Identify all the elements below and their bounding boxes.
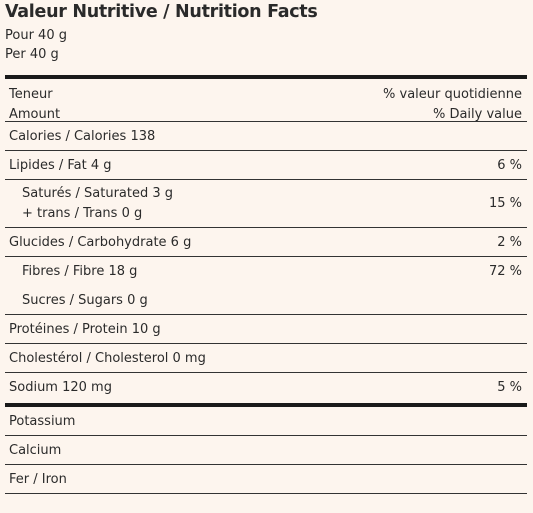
nutrient-row-saturated-trans: Saturés / Saturated 3 g + trans / Trans … <box>5 180 527 228</box>
mineral-label: Fer / Iron <box>9 471 67 487</box>
daily-value-header: % valeur quotidienne % Daily value <box>383 85 522 122</box>
nutrient-label-saturated: Saturés / Saturated 3 g <box>22 185 174 201</box>
thick-divider-top <box>5 75 527 79</box>
nutrient-label: Glucides / Carbohydrate 6 g <box>9 234 192 250</box>
thick-divider-middle <box>5 403 527 407</box>
nutrient-label: Fibres / Fibre 18 g <box>22 264 138 279</box>
amount-header: Teneur Amount <box>9 85 60 122</box>
serving-size-fr: Pour 40 g <box>5 28 67 43</box>
mineral-row-potassium: Potassium <box>5 407 527 436</box>
nutrient-row-fat: Lipides / Fat 4 g 6 % <box>5 151 527 180</box>
nutrient-row-protein: Protéines / Protein 10 g <box>5 315 527 344</box>
nutrient-row-sugars: Sucres / Sugars 0 g <box>5 286 527 315</box>
amount-header-fr: Teneur <box>9 87 53 102</box>
nutrient-label: Sucres / Sugars 0 g <box>22 292 148 308</box>
nutrient-dv: 5 % <box>497 380 522 395</box>
nutrient-label: Lipides / Fat 4 g <box>9 157 112 173</box>
nutrient-label: Sodium 120 mg <box>9 380 112 395</box>
nutrition-facts-panel: Valeur Nutritive / Nutrition Facts Pour … <box>5 0 527 494</box>
nutrient-dv: 2 % <box>497 234 522 250</box>
nutrient-dv: 15 % <box>488 196 522 211</box>
mineral-row-iron: Fer / Iron <box>5 465 527 494</box>
mineral-row-calcium: Calcium <box>5 436 527 465</box>
nutrient-row-fibre: Fibres / Fibre 18 g 72 % <box>5 257 527 286</box>
panel-title: Valeur Nutritive / Nutrition Facts <box>5 2 318 22</box>
amount-header-en: Amount <box>9 106 61 122</box>
nutrient-row-carbohydrate: Glucides / Carbohydrate 6 g 2 % <box>5 228 527 257</box>
daily-value-header-fr: % valeur quotidienne <box>383 87 522 102</box>
column-header: Teneur Amount % valeur quotidienne % Dai… <box>5 79 527 122</box>
nutrient-label: Protéines / Protein 10 g <box>9 321 161 337</box>
nutrient-label-trans: + trans / Trans 0 g <box>22 205 143 221</box>
nutrient-row-calories: Calories / Calories 138 <box>5 122 527 151</box>
mineral-label: Calcium <box>9 442 62 458</box>
nutrient-label: Cholestérol / Cholesterol 0 mg <box>9 350 206 366</box>
nutrient-label-group: Saturés / Saturated 3 g + trans / Trans … <box>22 184 173 224</box>
serving-size-en: Per 40 g <box>5 47 59 62</box>
nutrient-row-cholesterol: Cholestérol / Cholesterol 0 mg <box>5 344 527 373</box>
nutrient-dv: 72 % <box>488 264 522 279</box>
nutrient-label: Calories / Calories 138 <box>9 128 156 144</box>
mineral-label: Potassium <box>9 413 76 429</box>
nutrient-dv: 6 % <box>497 157 522 173</box>
nutrient-row-sodium: Sodium 120 mg 5 % <box>5 373 527 402</box>
daily-value-header-en: % Daily value <box>432 106 522 122</box>
